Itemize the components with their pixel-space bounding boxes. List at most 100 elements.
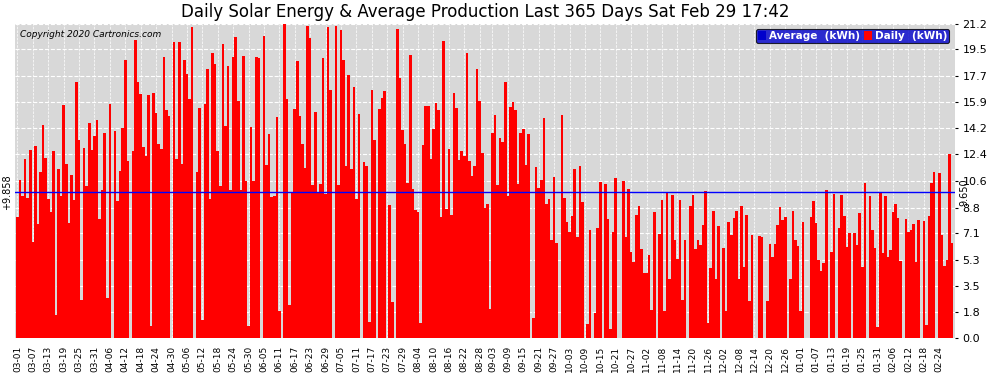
Bar	[638, 206, 641, 338]
Bar	[335, 26, 338, 338]
Bar	[702, 225, 704, 338]
Bar	[127, 161, 129, 338]
Bar	[573, 169, 576, 338]
Bar	[545, 204, 547, 338]
Bar	[658, 234, 660, 338]
Bar	[288, 305, 291, 338]
Bar	[322, 58, 325, 338]
Bar	[945, 260, 948, 338]
Title: Daily Solar Energy & Average Production Last 365 Days Sat Feb 29 17:42: Daily Solar Energy & Average Production …	[180, 3, 789, 21]
Bar	[923, 221, 926, 338]
Bar	[581, 202, 584, 338]
Bar	[85, 186, 88, 338]
Bar	[645, 273, 647, 338]
Bar	[494, 116, 496, 338]
Bar	[293, 109, 296, 338]
Bar	[730, 236, 733, 338]
Bar	[312, 185, 314, 338]
Bar	[135, 40, 137, 338]
Bar	[391, 302, 394, 338]
Bar	[892, 212, 894, 338]
Bar	[237, 101, 240, 338]
Bar	[204, 104, 206, 338]
Bar	[19, 180, 22, 338]
Bar	[520, 133, 522, 338]
Bar	[299, 116, 301, 338]
Bar	[211, 53, 214, 338]
Bar	[209, 199, 211, 338]
Bar	[286, 99, 288, 338]
Bar	[460, 151, 463, 338]
Bar	[928, 216, 931, 338]
Bar	[370, 90, 373, 338]
Bar	[715, 279, 717, 338]
Bar	[625, 237, 628, 338]
Bar	[165, 110, 167, 338]
Bar	[404, 144, 407, 338]
Bar	[622, 181, 625, 338]
Bar	[62, 105, 65, 338]
Bar	[206, 69, 209, 338]
Bar	[486, 204, 489, 338]
Bar	[40, 172, 42, 338]
Bar	[452, 93, 455, 338]
Bar	[563, 198, 565, 338]
Bar	[473, 165, 476, 338]
Bar	[248, 326, 249, 338]
Bar	[874, 248, 876, 338]
Bar	[306, 26, 309, 338]
Bar	[314, 112, 317, 338]
Bar	[98, 219, 101, 338]
Bar	[219, 186, 222, 338]
Bar	[679, 200, 681, 338]
Bar	[214, 64, 217, 338]
Bar	[797, 246, 799, 338]
Bar	[309, 39, 312, 338]
Bar	[478, 101, 481, 338]
Bar	[273, 196, 275, 338]
Bar	[145, 156, 148, 338]
Bar	[676, 260, 679, 338]
Bar	[815, 224, 818, 338]
Bar	[843, 216, 845, 338]
Bar	[22, 196, 24, 338]
Bar	[119, 171, 122, 338]
Bar	[304, 168, 306, 338]
Bar	[435, 104, 438, 338]
Bar	[612, 232, 615, 338]
Bar	[32, 242, 34, 338]
Bar	[368, 322, 370, 338]
Bar	[47, 199, 50, 338]
Bar	[710, 268, 712, 338]
Bar	[255, 57, 257, 338]
Bar	[149, 326, 152, 338]
Bar	[330, 90, 332, 338]
Bar	[552, 177, 555, 338]
Bar	[175, 159, 178, 338]
Bar	[660, 200, 663, 338]
Bar	[938, 173, 940, 338]
Bar	[948, 154, 950, 338]
Bar	[881, 254, 884, 338]
Bar	[810, 216, 812, 338]
Bar	[738, 279, 741, 338]
Bar	[666, 192, 668, 338]
Bar	[609, 329, 612, 338]
Bar	[858, 213, 861, 338]
Bar	[779, 207, 781, 338]
Bar	[597, 228, 599, 338]
Bar	[152, 93, 154, 338]
Bar	[933, 172, 936, 338]
Bar	[122, 128, 124, 338]
Bar	[884, 196, 887, 338]
Bar	[823, 262, 825, 338]
Bar	[447, 149, 450, 338]
Bar	[412, 189, 414, 338]
Bar	[555, 243, 558, 338]
Bar	[57, 169, 59, 338]
Bar	[407, 183, 409, 338]
Bar	[327, 27, 330, 338]
Bar	[343, 60, 345, 338]
Bar	[116, 201, 119, 338]
Bar	[481, 153, 483, 338]
